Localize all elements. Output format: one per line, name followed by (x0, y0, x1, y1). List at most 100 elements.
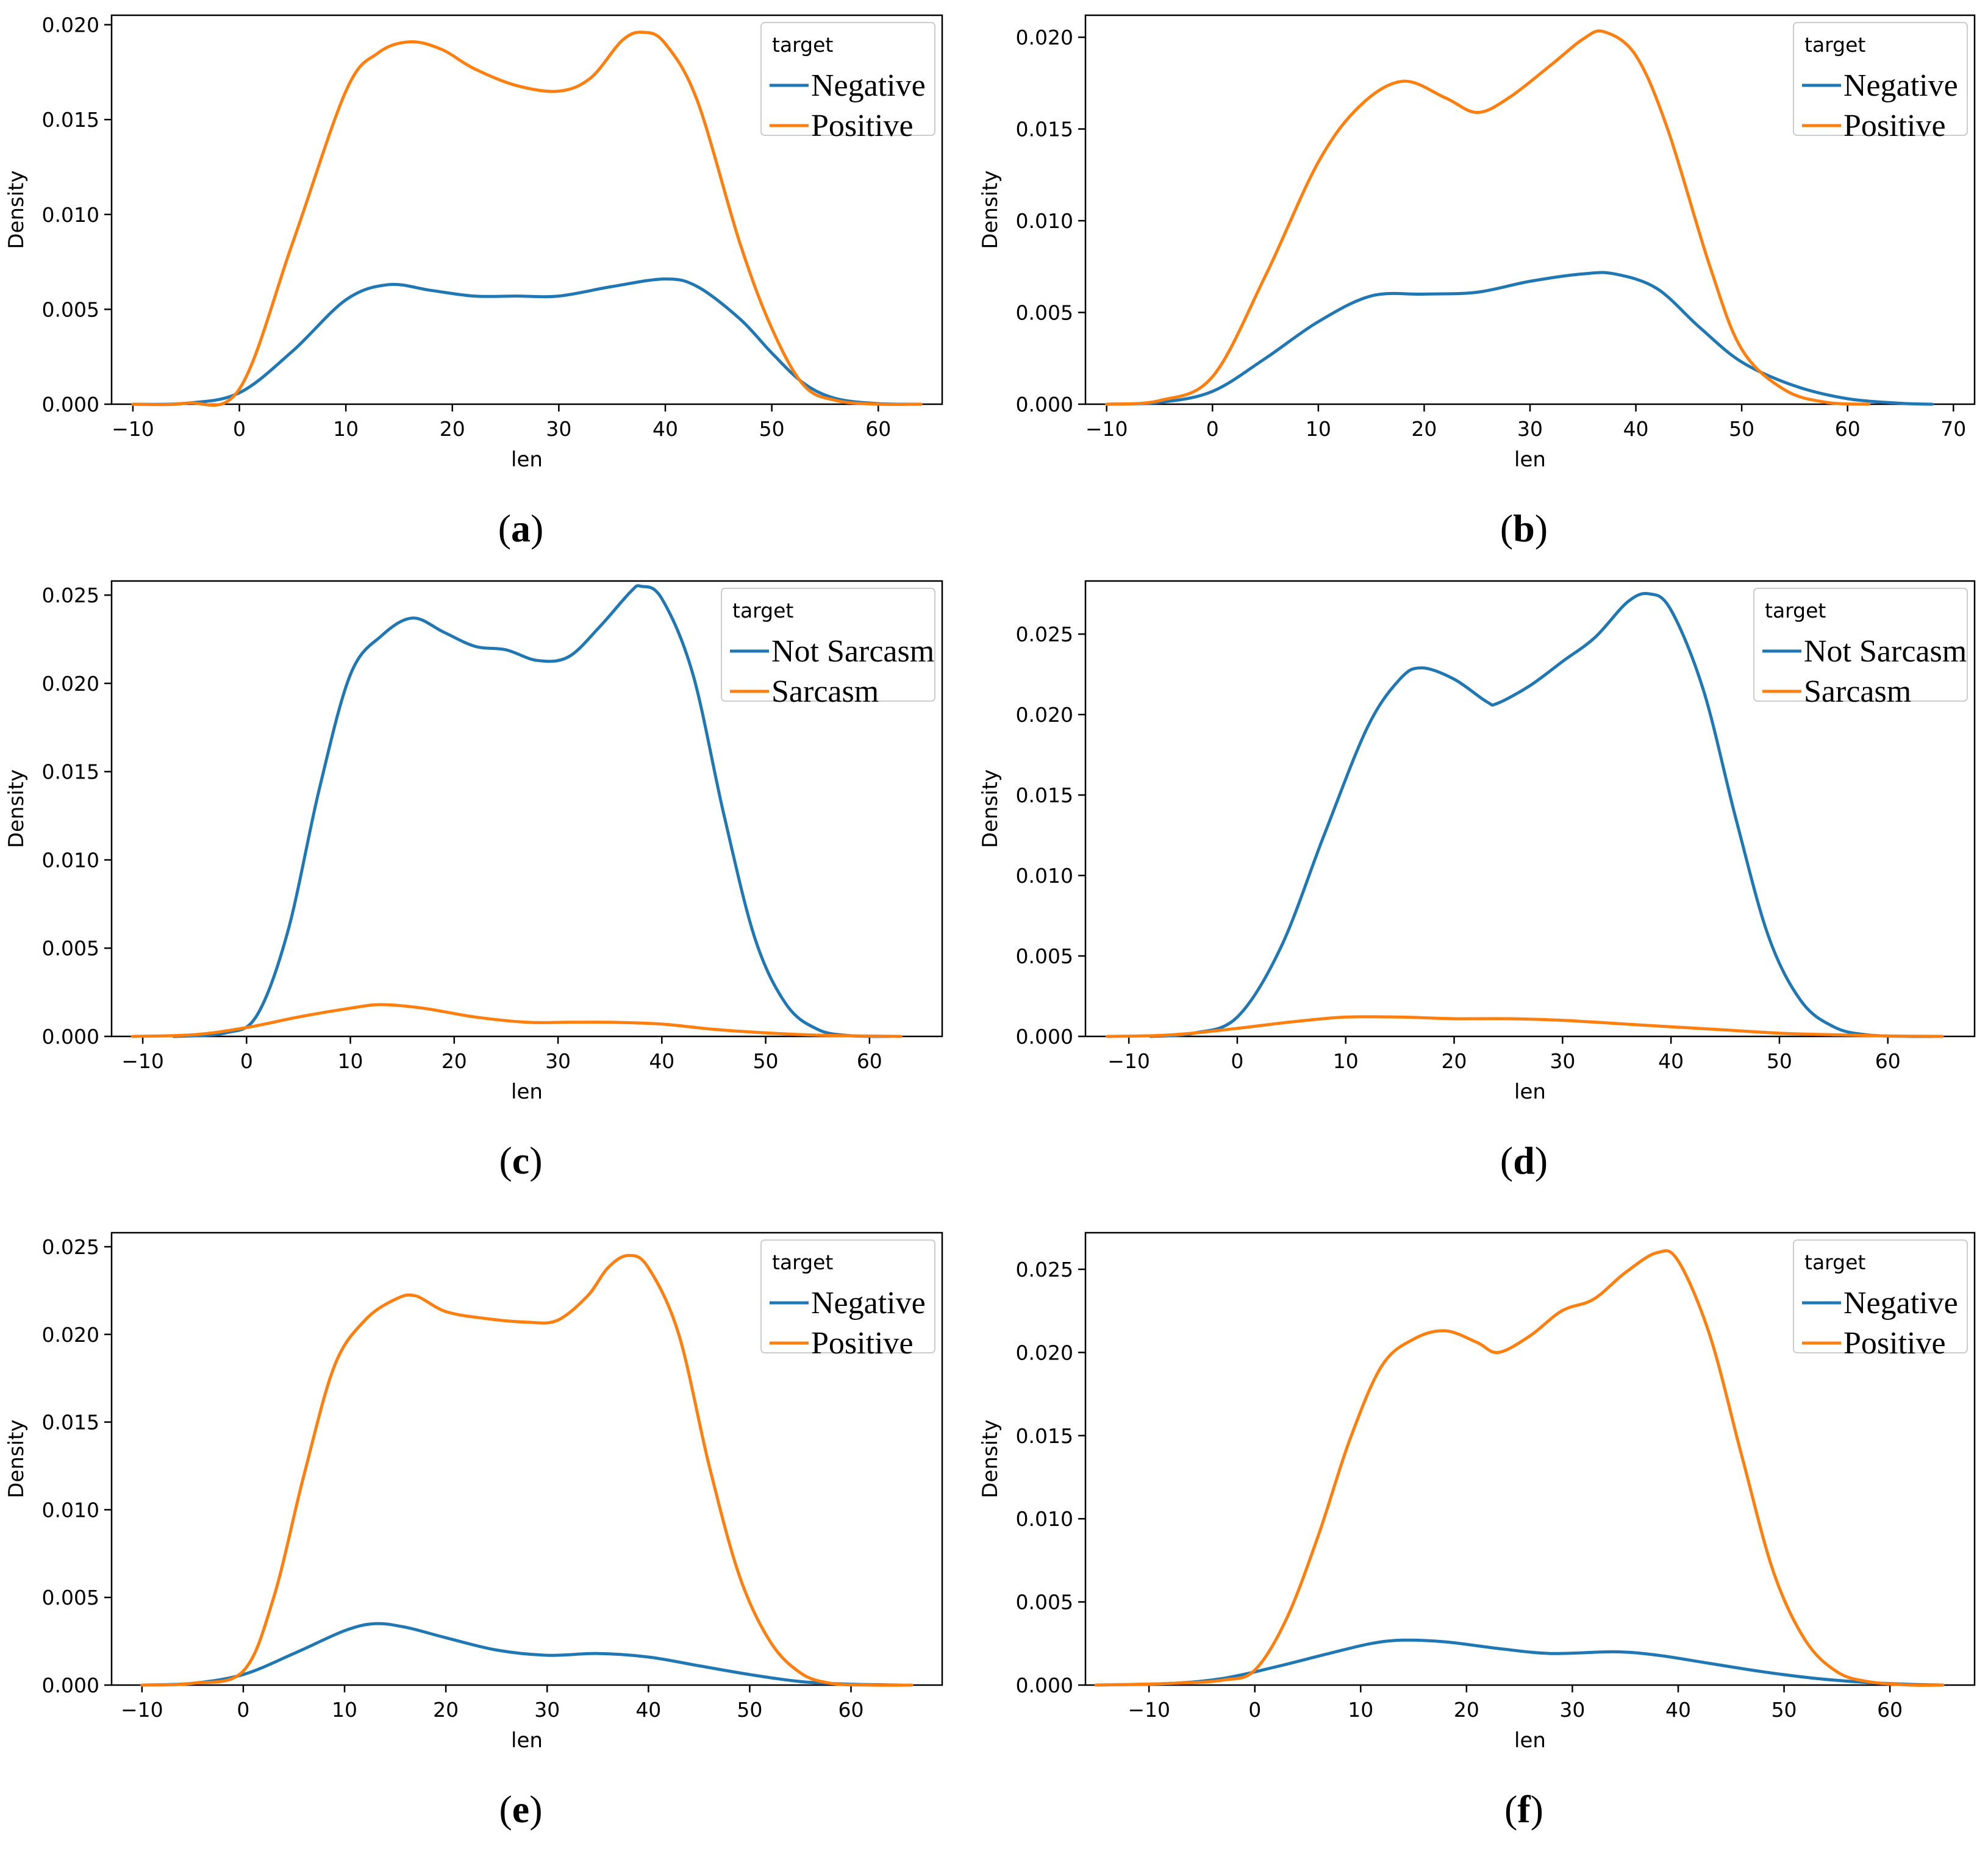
y-tick-label: 0.010 (42, 848, 99, 872)
caption-letter: d (1513, 1139, 1535, 1182)
legend-label-negative: Negative (811, 1286, 926, 1321)
chart-panel-a: −10 0 10 20 30 40 50 60 0.000 0.005 0.010 0.015 0.02… (4, 13, 943, 550)
x-tick-label: 30 (1559, 1698, 1585, 1722)
x-tick-label: 60 (838, 1698, 864, 1722)
plot-frame (110, 14, 943, 405)
legend-title: target (1804, 1250, 1865, 1274)
x-tick-label: −10 (1085, 417, 1128, 441)
legend-box (1793, 1239, 1968, 1353)
x-tick-label: −10 (121, 1698, 163, 1722)
caption-paren-open: ( (1504, 1787, 1517, 1831)
plot-frame (1084, 580, 1976, 1038)
caption-paren-open: ( (499, 1787, 512, 1831)
caption-paren-open: ( (1500, 1139, 1513, 1182)
legend-label-positive: Positive (811, 1326, 914, 1361)
panel-caption: (a) (498, 507, 544, 550)
caption-paren-close: ) (1535, 507, 1548, 550)
y-tick-label: 0.000 (1016, 393, 1073, 416)
x-tick-label: 10 (1306, 417, 1331, 441)
x-tick-label: 30 (1550, 1049, 1575, 1073)
y-tick-label: 0.005 (1016, 1591, 1073, 1614)
x-tick-label: 0 (240, 1049, 253, 1073)
y-axis-label: Density (4, 170, 29, 249)
plot-frame (110, 580, 943, 1038)
series-line-negative (140, 1622, 904, 1687)
legend-title: target (1765, 599, 1826, 622)
y-tick-label: 0.015 (1016, 1424, 1073, 1448)
y-tick-label: 0.010 (1016, 209, 1073, 233)
legend-box (721, 588, 935, 702)
y-tick-label: 0.025 (42, 1235, 99, 1259)
y-axis-label: Density (978, 769, 1003, 848)
x-tick-label: 10 (332, 1698, 357, 1722)
x-tick-label: 20 (442, 1049, 467, 1073)
y-tick-label: 0.020 (42, 672, 99, 696)
y-axis-label: Density (4, 769, 29, 848)
y-tick-label: 0.005 (42, 936, 99, 960)
legend: target Negative Positive (1793, 22, 1968, 143)
y-tick-label: 0.010 (1016, 1507, 1073, 1531)
y-tick-label: 0.010 (42, 1498, 99, 1522)
plot-frame (110, 1231, 943, 1686)
x-tick-label: 0 (233, 417, 246, 441)
panel-caption: (d) (1500, 1139, 1548, 1182)
x-axis-label: len (511, 1080, 543, 1104)
x-tick-label: 30 (546, 417, 571, 441)
caption-paren-close: ) (1531, 1787, 1543, 1831)
x-tick-label: 50 (737, 1698, 762, 1722)
x-tick-label: 10 (338, 1049, 363, 1073)
x-tick-label: 0 (1206, 417, 1219, 441)
y-tick-label: 0.010 (42, 203, 99, 227)
x-tick-label: 40 (635, 1698, 661, 1722)
x-tick-label: 60 (857, 1049, 882, 1073)
legend-label-positive: Positive (1843, 109, 1946, 143)
chart-panel-e: −10 0 10 20 30 40 50 60 0.000 0.005 0.010 0.015 0.02… (4, 1231, 943, 1831)
legend-box (760, 1239, 935, 1353)
series-line-positive (1094, 1249, 1945, 1687)
x-axis-label: len (511, 447, 543, 472)
caption-letter: f (1517, 1787, 1531, 1831)
legend: target Not Sarcasm Sarcasm (721, 588, 935, 709)
chart-panel-c: −10 0 10 20 30 40 50 60 0.000 0.005 0.010 0.015 0.02… (4, 580, 943, 1182)
y-tick-label: 0.015 (1016, 118, 1073, 141)
panel-caption: (c) (499, 1139, 542, 1182)
x-tick-label: 20 (440, 417, 465, 441)
y-tick-label: 0.025 (42, 583, 99, 607)
y-tick-label: 0.025 (1016, 1258, 1073, 1281)
x-tick-label: 40 (649, 1049, 674, 1073)
y-tick-label: 0.000 (42, 393, 99, 416)
x-tick-label: 0 (1231, 1049, 1243, 1073)
caption-paren-close: ) (529, 1787, 542, 1831)
y-tick-label: 0.020 (42, 13, 99, 37)
series-line-negative (1094, 1638, 1945, 1687)
x-tick-label: 0 (1248, 1698, 1261, 1722)
x-tick-label: 10 (333, 417, 359, 441)
caption-letter: c (512, 1139, 529, 1182)
legend-label-negative: Negative (1843, 1286, 1958, 1321)
series-line-sarcasm (131, 1003, 903, 1038)
x-tick-label: 60 (1835, 417, 1861, 441)
y-tick-label: 0.020 (42, 1323, 99, 1347)
x-tick-label: 30 (545, 1049, 571, 1073)
legend-box (760, 22, 935, 136)
chart-panel-b: −10 0 10 20 30 40 50 60 70 0.000 0.005 0.010 0.015 0.… (978, 14, 1976, 550)
y-axis-label: Density (978, 1419, 1003, 1498)
x-tick-label: 30 (1517, 417, 1543, 441)
caption-paren-open: ( (499, 1139, 512, 1182)
x-axis-label: len (1514, 447, 1546, 472)
legend-label-positive: Positive (1843, 1326, 1946, 1361)
x-tick-label: 50 (1772, 1698, 1797, 1722)
legend-box (1793, 22, 1968, 136)
x-tick-label: 70 (1940, 417, 1966, 441)
x-tick-label: 0 (237, 1698, 249, 1722)
panel-caption: (b) (1500, 507, 1548, 550)
y-axis-label: Density (4, 1419, 29, 1498)
caption-paren-close: ) (529, 1139, 542, 1182)
x-tick-label: 10 (1333, 1049, 1359, 1073)
x-tick-label: 20 (1411, 417, 1437, 441)
x-axis-label: len (511, 1728, 543, 1753)
legend-title: target (772, 33, 833, 57)
y-tick-label: 0.000 (1016, 1025, 1073, 1049)
y-tick-label: 0.020 (1016, 703, 1073, 727)
x-tick-label: −10 (121, 1049, 164, 1073)
